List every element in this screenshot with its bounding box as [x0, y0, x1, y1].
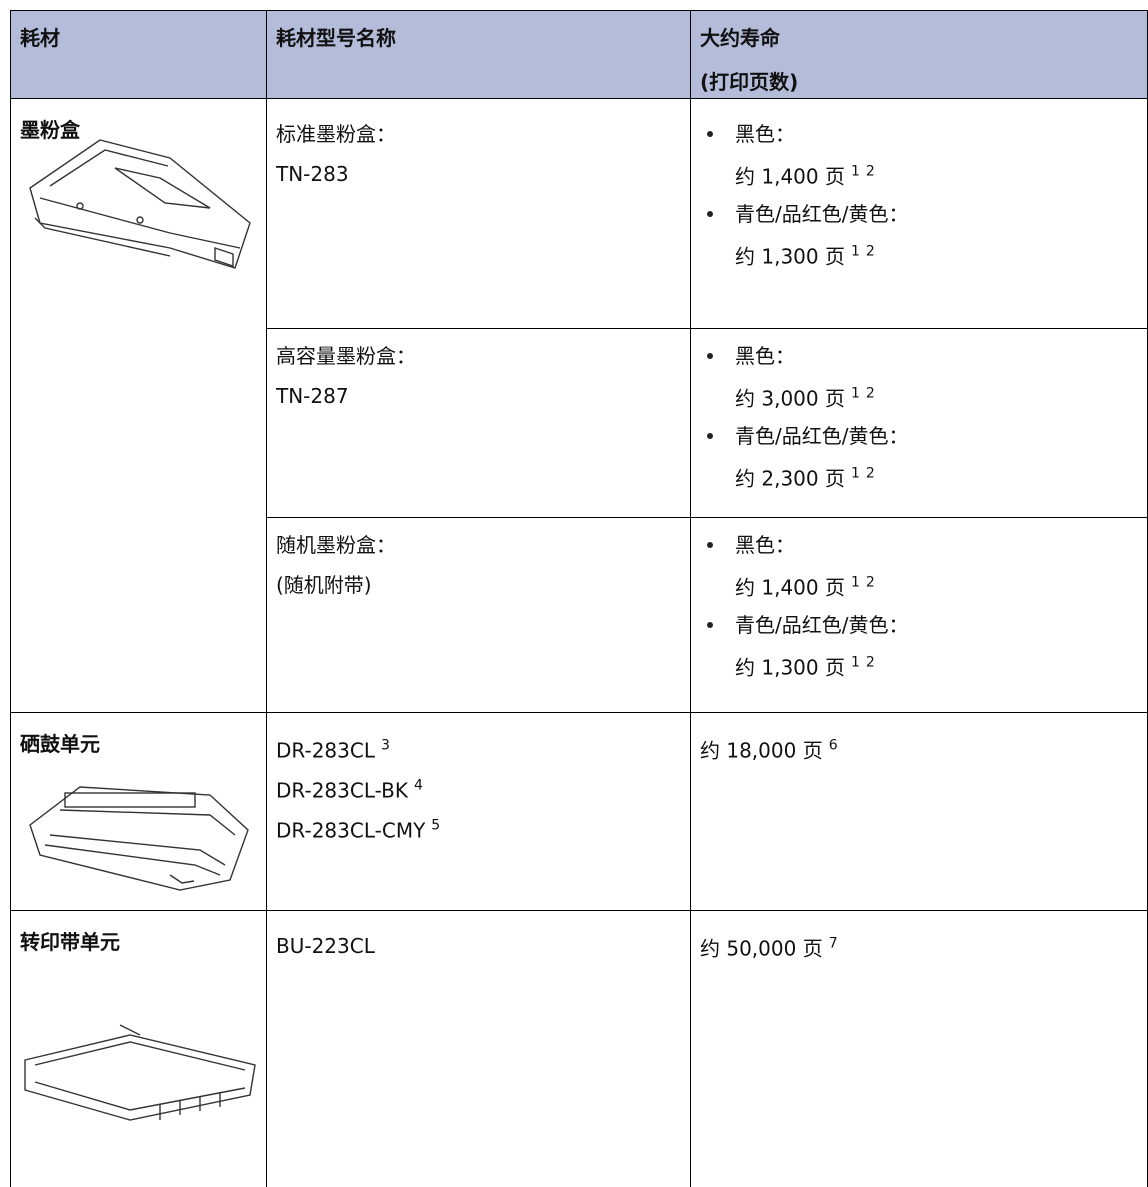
bullet — [707, 622, 713, 628]
table-border — [10, 10, 11, 1187]
footnote-ref: 1 — [850, 163, 860, 180]
header-cell: (打印页数) — [700, 70, 799, 94]
model-name: 随机墨粉盒： — [276, 533, 396, 557]
color-label: 黑色： — [735, 344, 795, 368]
footnote-ref: 1 — [850, 574, 860, 591]
model-name: DR-283CL-CMY 5 — [276, 817, 441, 843]
footnote-ref: 1 — [850, 465, 860, 482]
item-name: 墨粉盒 — [20, 118, 80, 142]
footnote-ref: 1 — [850, 654, 860, 671]
bullet — [707, 542, 713, 548]
model-name: 高容量墨粉盒： — [276, 344, 416, 368]
color-label: 青色/品红色/黄色： — [735, 424, 909, 448]
model-name: TN-283 — [276, 162, 349, 186]
footnote-ref: 2 — [865, 654, 875, 671]
footnote-ref: 1 — [850, 243, 860, 260]
item-name: 硒鼓单元 — [20, 732, 100, 756]
table-border — [690, 10, 691, 1187]
header-cell: 耗材 — [20, 26, 60, 50]
table-border — [10, 98, 1147, 99]
table-border — [266, 328, 1147, 329]
model-name: TN-287 — [276, 384, 349, 408]
bullet — [707, 433, 713, 439]
footnote-ref: 3 — [380, 737, 390, 754]
color-label: 黑色： — [735, 533, 795, 557]
table-border — [10, 10, 1147, 11]
color-label: 青色/品红色/黄色： — [735, 613, 909, 637]
model-name: 标准墨粉盒： — [276, 122, 396, 146]
footnote-ref: 2 — [865, 243, 875, 260]
model-name: BU-223CL — [276, 934, 375, 958]
model-name: (随机附带) — [276, 573, 372, 597]
bullet — [707, 353, 713, 359]
footnote-ref: 5 — [431, 817, 441, 834]
table-border — [266, 10, 267, 1187]
model-name: DR-283CL 3 — [276, 737, 390, 763]
model-name: DR-283CL-BK 4 — [276, 777, 423, 803]
bullet — [707, 131, 713, 137]
color-label: 青色/品红色/黄色： — [735, 202, 909, 226]
toner-image — [29, 139, 251, 269]
footnote-ref: 6 — [828, 737, 838, 754]
footnote-ref: 7 — [828, 935, 838, 952]
header-bg — [10, 10, 1148, 98]
bullet — [707, 211, 713, 217]
footnote-ref: 4 — [413, 777, 423, 794]
header-cell: 耗材型号名称 — [276, 26, 396, 50]
table-border — [10, 712, 1147, 713]
header-cell: 大约寿命 — [700, 26, 780, 50]
footnote-ref: 2 — [865, 163, 875, 180]
footnote-ref: 1 — [850, 385, 860, 402]
table-border — [266, 517, 1147, 518]
footnote-ref: 2 — [865, 385, 875, 402]
table-border — [10, 910, 1147, 911]
drum-image — [29, 786, 249, 891]
belt-image — [24, 1024, 256, 1121]
item-name: 转印带单元 — [20, 930, 120, 954]
color-label: 黑色： — [735, 122, 795, 146]
footnote-ref: 2 — [865, 465, 875, 482]
footnote-ref: 2 — [865, 574, 875, 591]
